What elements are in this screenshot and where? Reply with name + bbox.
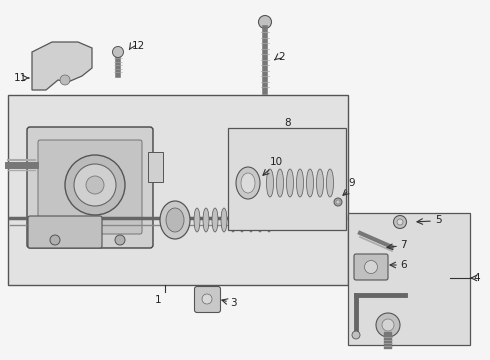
Ellipse shape — [365, 261, 377, 274]
FancyBboxPatch shape — [27, 127, 153, 248]
Ellipse shape — [267, 169, 273, 197]
Ellipse shape — [212, 208, 218, 232]
Ellipse shape — [259, 15, 271, 28]
Ellipse shape — [65, 155, 125, 215]
Ellipse shape — [160, 201, 190, 239]
Ellipse shape — [276, 169, 284, 197]
Text: 12: 12 — [132, 41, 145, 51]
Ellipse shape — [296, 169, 303, 197]
Ellipse shape — [203, 208, 209, 232]
Ellipse shape — [334, 198, 342, 206]
Ellipse shape — [202, 294, 212, 304]
FancyBboxPatch shape — [354, 254, 388, 280]
Text: 10: 10 — [270, 157, 283, 167]
Polygon shape — [32, 42, 92, 90]
FancyBboxPatch shape — [38, 140, 142, 234]
Ellipse shape — [74, 164, 116, 206]
Ellipse shape — [50, 235, 60, 245]
Text: 3: 3 — [230, 298, 237, 308]
Text: 7: 7 — [400, 240, 407, 250]
Ellipse shape — [239, 208, 245, 232]
Text: 5: 5 — [435, 215, 441, 225]
Bar — [8, 95, 348, 285]
Text: 11: 11 — [14, 73, 27, 83]
Ellipse shape — [287, 169, 294, 197]
Ellipse shape — [393, 216, 407, 229]
Text: 8: 8 — [285, 118, 292, 128]
Ellipse shape — [248, 208, 254, 232]
Text: 6: 6 — [400, 260, 407, 270]
Ellipse shape — [382, 319, 394, 331]
Ellipse shape — [236, 167, 260, 199]
Bar — [348, 213, 470, 345]
Ellipse shape — [376, 313, 400, 337]
FancyBboxPatch shape — [195, 287, 220, 312]
Ellipse shape — [352, 331, 360, 339]
Ellipse shape — [86, 176, 104, 194]
Ellipse shape — [307, 169, 314, 197]
Bar — [148, 152, 163, 182]
Ellipse shape — [166, 208, 184, 232]
Text: 2: 2 — [278, 52, 285, 62]
FancyBboxPatch shape — [28, 216, 102, 248]
Ellipse shape — [257, 208, 263, 232]
Text: 4: 4 — [473, 273, 480, 283]
Ellipse shape — [266, 208, 272, 232]
Ellipse shape — [115, 235, 125, 245]
Ellipse shape — [230, 208, 236, 232]
Ellipse shape — [326, 169, 334, 197]
Ellipse shape — [221, 208, 227, 232]
Ellipse shape — [241, 173, 255, 193]
Text: 9: 9 — [348, 178, 355, 188]
Ellipse shape — [336, 200, 340, 204]
Text: 1: 1 — [155, 295, 161, 305]
Ellipse shape — [317, 169, 323, 197]
Ellipse shape — [397, 219, 403, 225]
Ellipse shape — [194, 208, 200, 232]
Ellipse shape — [113, 46, 123, 58]
Bar — [228, 128, 346, 230]
Ellipse shape — [60, 75, 70, 85]
